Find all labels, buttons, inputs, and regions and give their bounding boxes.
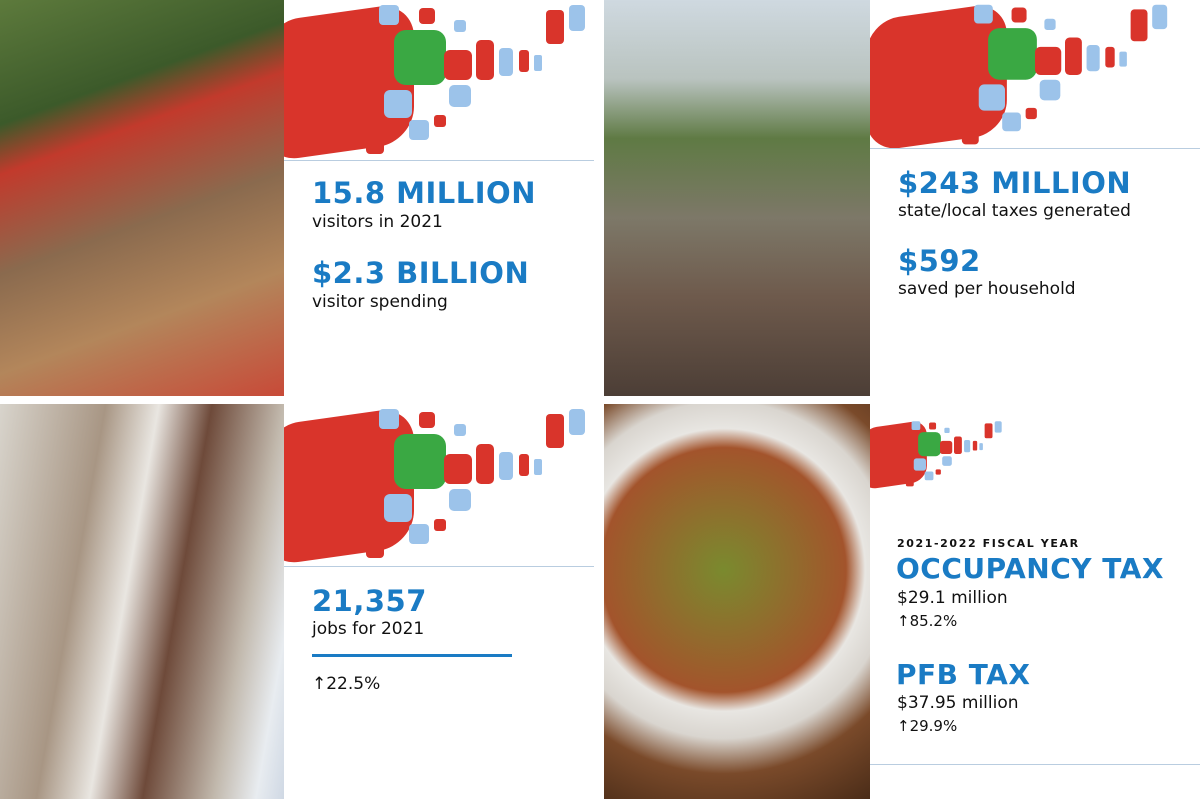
divider	[284, 566, 594, 567]
occupancy-tax-title: OCCUPANCY TAX	[896, 552, 1164, 585]
spending-label: visitor spending	[312, 292, 448, 312]
household-label: saved per household	[898, 279, 1076, 299]
logo-graphic	[284, 1, 585, 160]
divider	[870, 148, 1200, 149]
logo-graphic	[870, 1, 1168, 150]
divider	[870, 764, 1200, 765]
visitors-label: visitors in 2021	[312, 212, 443, 232]
occupancy-tax-change: ↑85.2%	[897, 612, 958, 630]
jobs-panel: 21,357 jobs for 2021 ↑22.5%	[284, 404, 604, 799]
fiscal-year-kicker: 2021-2022 FISCAL YEAR	[897, 537, 1080, 550]
capitol-crowd-photo	[604, 0, 870, 396]
spending-value: $2.3 BILLION	[312, 256, 530, 290]
household-value: $592	[898, 244, 981, 278]
logo-graphic	[870, 419, 1002, 491]
olives-bowl-photo	[604, 404, 870, 799]
occupancy-tax-panel: 2021-2022 FISCAL YEAR OCCUPANCY TAX $29.…	[870, 404, 1200, 799]
divider	[284, 160, 594, 161]
taxes-value: $243 MILLION	[898, 166, 1132, 200]
food-truck-photo	[0, 404, 284, 799]
logo-graphic	[284, 405, 585, 564]
pfb-tax-title: PFB TAX	[896, 658, 1031, 691]
jobs-change: ↑22.5%	[312, 674, 381, 694]
taxes-panel: $243 MILLION state/local taxes generated…	[870, 0, 1200, 396]
visitors-panel: 15.8 MILLION visitors in 2021 $2.3 BILLI…	[284, 0, 604, 396]
jobs-divider	[312, 654, 512, 657]
jobs-label: jobs for 2021	[312, 619, 425, 639]
jobs-value: 21,357	[312, 584, 427, 618]
pfb-tax-change: ↑29.9%	[897, 717, 958, 735]
pfb-tax-amount: $37.95 million	[897, 693, 1019, 713]
family-train-photo	[0, 0, 284, 396]
occupancy-tax-amount: $29.1 million	[897, 588, 1008, 608]
visitors-value: 15.8 MILLION	[312, 176, 536, 210]
taxes-label: state/local taxes generated	[898, 201, 1131, 221]
